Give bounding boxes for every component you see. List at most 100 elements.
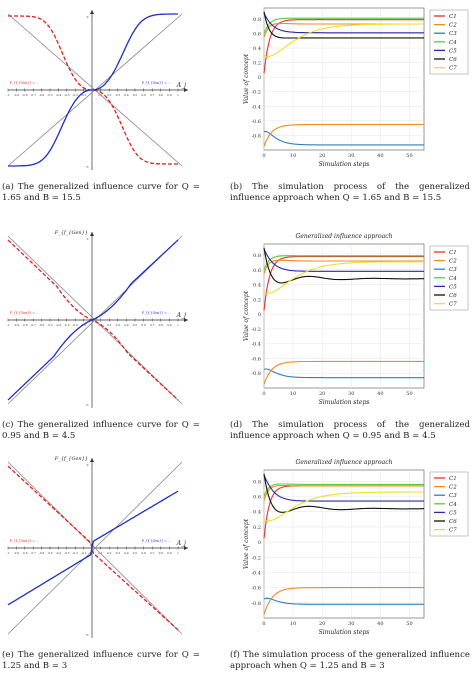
red-dashed-curve [7,465,179,631]
series-line-c7 [263,261,424,294]
series-line-c4 [263,255,424,271]
x-tick-label: -0.5 [47,93,53,97]
x-tick-label: 0.8 [159,93,164,97]
influence-plot-a: -1 -0.9 -0.8 -0.7 -0.6 -0.5 -0.4 -0.3 -0.2 -0.1 0.… [0,0,200,180]
y-tick-label: 0 [258,540,261,546]
x-tick-label: 0.4 [124,93,129,97]
x-tick-label: 0.2 [107,323,112,327]
legend-label-c3: C3 [449,31,457,37]
x-tick-label: 20 [319,621,325,627]
x-tick-label: 40 [377,391,383,397]
x-tick-label: 1 [177,93,179,97]
series-line-c5 [263,475,424,502]
x-tick-label: -0.2 [72,93,78,97]
x-axis-label: A_j [176,540,186,547]
legend-label-c2: C2 [449,259,457,265]
y-tick-label: 0.4 [253,46,261,52]
caption-d-text: (d) The simulation process of the genera… [230,420,470,441]
legend-label-c2: C2 [449,485,457,491]
y-tick-label: 0.2 [253,61,261,67]
red-formula-label: F_{f_{Gen}} = ... [10,81,39,85]
caption-c-text: (c) The generalized influence curve for … [2,420,200,441]
x-tick-label: -0.7 [30,93,36,97]
legend-label-c2: C2 [449,23,457,29]
x-tick-label: 0.7 [150,323,155,327]
x-tick-label: -0.6 [39,323,45,327]
x-tick-label: 30 [348,391,354,397]
x-tick-label: 0.4 [124,323,129,327]
x-tick-label: 0.3 [116,551,121,555]
x-tick-label: 0.5 [133,93,138,97]
series-line-c1 [263,256,424,311]
x-axis-label: A_j [176,82,186,89]
sim-plot-b: 0.8 0.6 0.4 0.2 0 -0.2 -0.4 -0.6 -0.8 0 10 20 30 40 50… [240,0,474,180]
y-neg-inf-label: -∞ [85,403,89,407]
x-tick-label: 10 [290,391,296,397]
series-line-c2 [263,484,424,501]
x-tick-label: 30 [348,153,354,159]
y-tick-label: -0.2 [251,90,261,96]
legend-label-c7: C7 [449,302,457,308]
x-tick-label: -0.8 [22,323,28,327]
simulation-chart-f: 0.8 0.6 0.4 0.2 0 -0.2 -0.4 -0.6 -0.8 0 10 20 30 40 50… [243,459,469,636]
legend-label-c4: C4 [449,40,457,46]
x-tick-label: -0.8 [22,551,28,555]
x-tick-label: -1 [7,551,10,555]
x-tick-label: 30 [348,621,354,627]
x-tick-label: 50 [406,153,412,159]
x-tick-label: 1 [177,323,179,327]
x-tick-label: 0.9 [167,93,172,97]
legend-label-c1: C1 [449,476,457,482]
x-tick-label: 0.6 [141,93,146,97]
x-tick-label: -0.7 [30,323,36,327]
y-tick-label: 0 [258,312,261,318]
y-tick-label: -0.2 [251,555,261,561]
x-tick-label: -0.9 [14,323,20,327]
caption-e-text: (e) The generalized influence curve for … [2,650,200,671]
legend-label-c4: C4 [449,502,457,508]
influence-plot-e: -1 -0.9 -0.8 -0.7 -0.6 -0.5 -0.4 -0.3 -0.2 -0.1 0.… [0,448,200,648]
legend-label-c5: C5 [449,510,457,516]
blue-formula-label: F_{f_{Gen}} = ... [142,539,171,543]
y-tick-label: -0.2 [251,327,261,333]
y-axis-label: Value of concept [243,53,250,104]
y-axis-arrow [90,232,94,236]
y-neg-inf-label: -∞ [85,165,89,169]
sim-plot-f: 0.8 0.6 0.4 0.2 0 -0.2 -0.4 -0.6 -0.8 0 10 20 30 40 50… [240,448,474,648]
x-tick-label: 50 [406,391,412,397]
legend-label-c3: C3 [449,267,457,273]
x-axis-label: Simulation steps [319,161,370,168]
y-axis-arrow [90,10,94,14]
x-tick-label: -0.4 [56,551,62,555]
influence-curve-e: -1 -0.9 -0.8 -0.7 -0.6 -0.5 -0.4 -0.3 -0.2 -0.1 0.… [7,456,188,638]
x-tick-label: 10 [290,153,296,159]
x-tick-label: -0.6 [39,93,45,97]
x-tick-label: 1 [177,551,179,555]
y-tick-label: 0.8 [253,17,261,23]
x-axis-label: A_j [176,312,186,319]
y-axis-label: F_{f_{Gen}} [54,456,88,462]
y-axis-label: Value of concept [243,290,250,341]
plot-frame [263,243,425,389]
x-tick-label: 0.8 [159,551,164,555]
x-tick-label: -0.2 [72,323,78,327]
y-tick-label: 0.6 [253,495,261,501]
series-line-c2 [263,587,424,615]
caption-d: (d) The simulation process of the genera… [230,420,470,442]
x-tick-label: 20 [319,391,325,397]
y-tick-label: -0.6 [251,356,261,362]
caption-c: (c) The generalized influence curve for … [2,420,200,442]
series-line-c2 [263,360,424,385]
y-tick-label: 0.2 [253,297,261,303]
y-tick-label: 0.4 [253,510,261,516]
series-line-c6 [263,247,424,284]
x-tick-label: 0.6 [141,323,146,327]
sim-plot-d: 0.8 0.6 0.4 0.2 0 -0.2 -0.4 -0.6 -0.8 0 10 20 30 40 50… [240,222,474,418]
y-tick-label: 0.2 [253,525,261,531]
series-line-c3 [263,130,424,146]
influence-plot-c: -1 -0.9 -0.8 -0.7 -0.6 -0.5 -0.4 -0.3 -0.2 -0.1 0.… [0,222,200,418]
x-tick-label: 0 [262,153,265,159]
legend-label-c6: C6 [449,519,457,525]
x-axis-arrow [184,88,188,92]
x-tick-label: -0.7 [30,551,36,555]
